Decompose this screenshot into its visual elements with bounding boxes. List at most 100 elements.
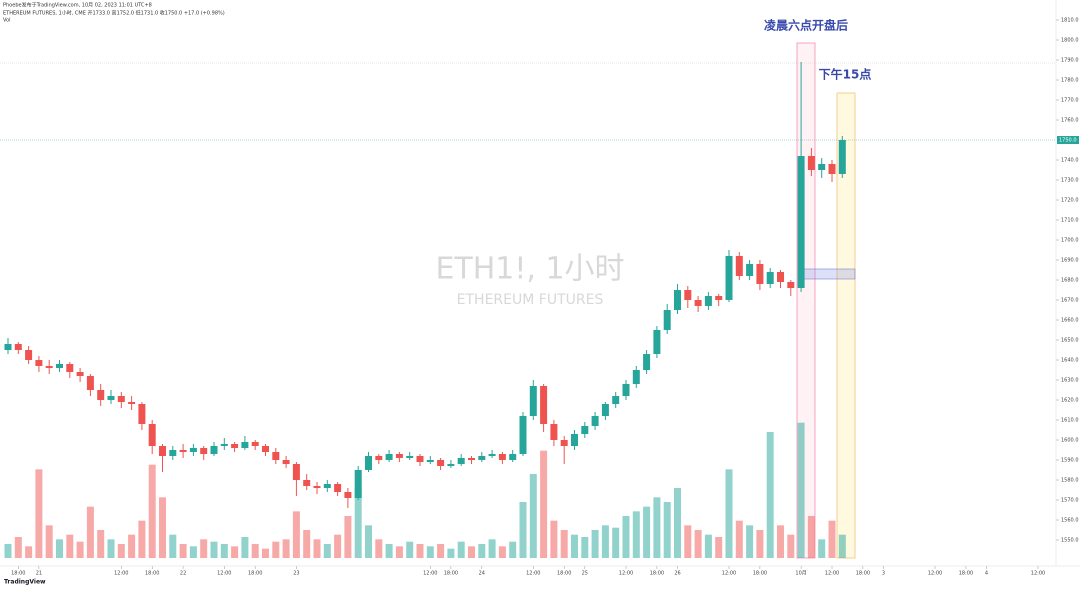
volume-bar: [179, 544, 187, 558]
x-tick-label: 18:00: [11, 571, 25, 577]
volume-bar: [735, 520, 743, 558]
y-tick-label: 1670.0: [1061, 298, 1079, 304]
symbol-line: ETHEREUM FUTURES, 1小时, CME 开1733.0 高1752…: [3, 10, 225, 17]
y-tick-label: 1610.0: [1061, 418, 1079, 424]
candle-body: [375, 456, 383, 460]
candle-body: [643, 354, 651, 370]
x-tick-label: 23: [293, 571, 299, 577]
volume-bar: [395, 546, 403, 558]
x-tick-label: 26: [674, 571, 680, 577]
y-tick-label: 1760.0: [1061, 118, 1079, 124]
footer: TradingView: [4, 579, 46, 586]
x-tick-label: 12:00: [526, 571, 540, 577]
volume-bar: [581, 537, 589, 558]
y-tick-label: 1770.0: [1061, 98, 1079, 104]
watermark: ETH1!, 1小时: [435, 252, 624, 287]
y-tick-label: 1560.0: [1061, 518, 1079, 524]
x-tick-label: 12:00: [423, 571, 437, 577]
volume-bar: [189, 546, 197, 558]
volume-bar: [787, 534, 795, 558]
volume-bar: [385, 544, 393, 558]
x-tick-label: 3: [882, 571, 885, 577]
volume-bar: [457, 541, 465, 558]
volume-bar: [416, 544, 424, 558]
candle-body: [622, 384, 630, 396]
volume-bar: [488, 539, 496, 558]
candle-body: [35, 360, 43, 366]
candle-body: [148, 424, 156, 446]
x-tick-label: 24: [479, 571, 485, 577]
volume-bar: [4, 544, 12, 558]
y-tick-label: 1780.0: [1061, 78, 1079, 84]
y-tick-label: 1570.0: [1061, 498, 1079, 504]
x-tick-label: 12:00: [1031, 571, 1045, 577]
x-tick-label: 4: [985, 571, 988, 577]
y-tick-label: 1680.0: [1061, 278, 1079, 284]
volume-bar: [220, 544, 228, 558]
candle-body: [25, 350, 33, 360]
volume-bar: [117, 544, 125, 558]
x-tick-label: 18:00: [650, 571, 664, 577]
candle-body: [45, 366, 53, 368]
candle-body: [220, 444, 228, 446]
volume-bar: [86, 506, 94, 558]
volume-bar: [251, 544, 259, 558]
candle-body: [241, 442, 249, 448]
volume-legend: Vol: [3, 18, 10, 24]
candle-body: [478, 456, 486, 460]
candle-body: [416, 456, 424, 462]
candle-body: [437, 460, 445, 466]
y-tick-label: 1640.0: [1061, 358, 1079, 364]
candle-body: [735, 256, 743, 276]
candle-body: [612, 396, 620, 404]
volume-bar: [766, 432, 774, 558]
candle-body: [385, 454, 393, 460]
candle-body: [86, 376, 94, 390]
volume-bar: [818, 539, 826, 558]
candle-body: [725, 256, 733, 300]
volume-bar: [601, 525, 609, 558]
volume-bar: [56, 539, 63, 558]
candle-body: [272, 452, 280, 460]
candle-body: [766, 272, 774, 284]
volume-bar: [35, 469, 43, 558]
candle-body: [457, 458, 465, 464]
y-tick-label: 1710.0: [1061, 218, 1079, 224]
candle-body: [107, 396, 115, 400]
x-tick-label: 18:00: [557, 571, 571, 577]
zone-box: [801, 268, 856, 280]
candle-body: [292, 464, 300, 480]
x-tick-label: 12:00: [619, 571, 633, 577]
volume-bar: [797, 422, 805, 558]
volume-bar: [334, 534, 342, 558]
volume-bar: [45, 525, 53, 558]
candle-body: [529, 386, 537, 416]
y-tick-label: 1600.0: [1061, 438, 1079, 444]
y-tick-label: 1720.0: [1061, 198, 1079, 204]
volume-bar: [406, 541, 414, 558]
candle-body: [787, 282, 795, 288]
x-tick-label: 12:00: [722, 571, 736, 577]
volume-bar: [447, 548, 455, 558]
candle-body: [66, 364, 74, 372]
volume-bar: [231, 546, 239, 558]
x-tick-label: 12:00: [825, 571, 839, 577]
candle-body: [231, 444, 239, 448]
candle-body: [632, 370, 640, 384]
x-tick-label: 25: [582, 571, 588, 577]
last-price-label: 1750.0: [1059, 138, 1077, 144]
candle-body: [838, 140, 846, 174]
volume-bar: [591, 530, 599, 558]
volume-bar: [529, 474, 537, 558]
volume-bar: [313, 539, 321, 558]
candle-body: [365, 456, 372, 470]
volume-bar: [107, 539, 115, 558]
y-tick-label: 1580.0: [1061, 478, 1079, 484]
candle-body: [550, 424, 558, 440]
volume-bar: [622, 516, 630, 558]
header: Phoebe发布于TradingView.com, 10月 02, 2023 1…: [3, 2, 152, 9]
volume-bar: [684, 525, 692, 558]
volume-bar: [674, 488, 681, 558]
volume-bar: [704, 534, 712, 558]
